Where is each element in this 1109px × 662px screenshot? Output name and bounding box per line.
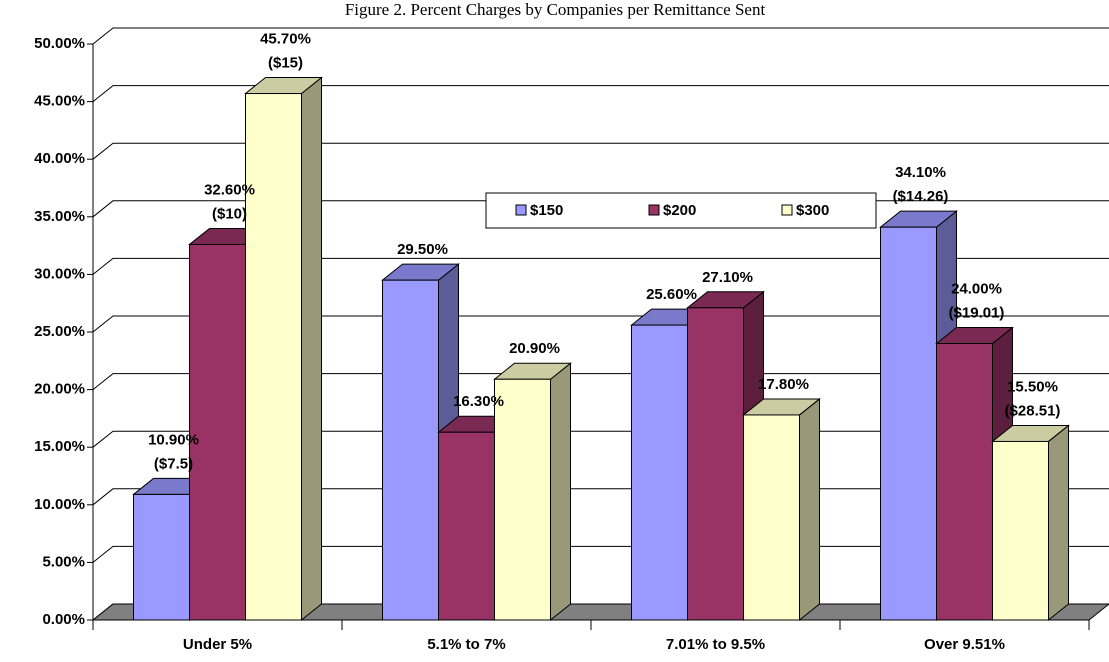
bar — [743, 414, 800, 621]
amount-label: ($14.26) — [893, 188, 949, 205]
legend-swatch — [648, 204, 660, 216]
bar-side — [799, 397, 820, 622]
grid-line — [92, 315, 1109, 333]
grid-line — [92, 27, 1109, 45]
legend-swatch — [781, 204, 793, 216]
legend — [485, 192, 877, 229]
x-ticks — [92, 620, 1090, 630]
x-tick-label: Over 9.51% — [924, 636, 1005, 653]
value-label: 34.10% — [895, 164, 946, 181]
bar-side — [1048, 424, 1069, 622]
y-tick-label: 50.00% — [34, 35, 85, 52]
bar — [687, 307, 744, 621]
legend-swatch — [515, 204, 527, 216]
value-label: 10.90% — [148, 431, 199, 448]
y-tick-label: 15.00% — [34, 438, 85, 455]
bar — [631, 324, 688, 621]
x-tick-label: 5.1% to 7% — [427, 636, 505, 653]
value-label: 16.30% — [453, 393, 504, 410]
y-tick-label: 30.00% — [34, 265, 85, 282]
y-tick-label: 5.00% — [42, 553, 85, 570]
amount-label: ($10) — [212, 205, 247, 222]
legend-label: $300 — [796, 202, 829, 219]
y-tick-label: 45.00% — [34, 93, 85, 110]
y-tick-label: 0.00% — [42, 611, 85, 628]
amount-label: ($19.01) — [949, 304, 1005, 321]
bar — [880, 226, 937, 621]
value-label: 32.60% — [204, 181, 255, 198]
bar — [189, 243, 246, 621]
y-tick-label: 20.00% — [34, 381, 85, 398]
value-label: 17.80% — [758, 376, 809, 393]
value-label: 15.50% — [1007, 378, 1058, 395]
y-tick-label: 40.00% — [34, 150, 85, 167]
grid-line — [92, 257, 1109, 275]
bar-side — [301, 76, 322, 622]
amount-label: ($7.5) — [154, 455, 193, 472]
legend-label: $150 — [530, 202, 563, 219]
grid-line — [92, 142, 1109, 160]
x-tick-label: 7.01% to 9.5% — [666, 636, 765, 653]
bar — [494, 378, 551, 621]
bar-side — [550, 362, 571, 622]
bar — [245, 93, 302, 621]
legend-label: $200 — [663, 202, 696, 219]
grid-line — [92, 373, 1109, 390]
value-label: 27.10% — [702, 269, 753, 286]
value-label: 20.90% — [509, 340, 560, 357]
value-label: 45.70% — [260, 31, 311, 48]
bar — [936, 343, 993, 621]
chart-title: Figure 2. Percent Charges by Companies p… — [345, 0, 766, 19]
amount-label: ($28.51) — [1005, 402, 1061, 419]
bar — [992, 440, 1049, 621]
x-tick-label: Under 5% — [183, 636, 252, 653]
bar — [438, 431, 495, 621]
value-label: 25.60% — [646, 286, 697, 303]
bar — [133, 493, 190, 621]
y-tick-label: 35.00% — [34, 208, 85, 225]
bar — [382, 279, 439, 621]
value-label: 29.50% — [397, 241, 448, 258]
amount-label: ($15) — [268, 55, 303, 72]
y-tick-label: 25.00% — [34, 323, 85, 340]
y-tick-label: 10.00% — [34, 496, 85, 513]
grid-line — [92, 85, 1109, 102]
value-label: 24.00% — [951, 280, 1002, 297]
